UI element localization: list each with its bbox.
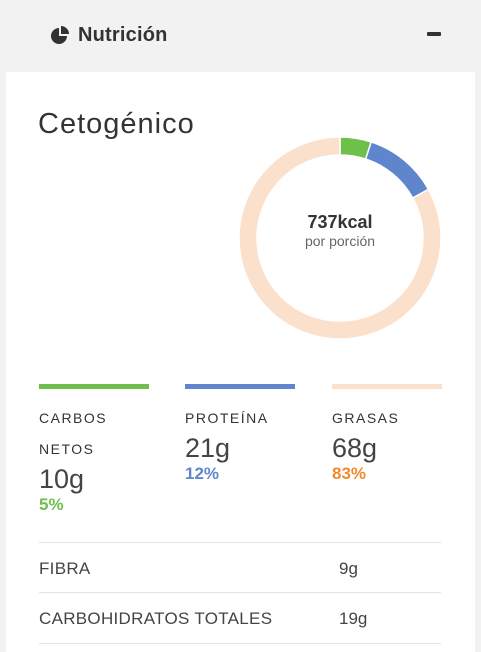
panel-title: Nutrición: [78, 24, 168, 46]
fiber-value: 9g: [339, 559, 358, 578]
minus-icon: [427, 32, 441, 36]
fats-value: 68g: [332, 433, 378, 463]
fats-percent: 83%: [332, 464, 367, 483]
collapse-button[interactable]: [424, 30, 444, 42]
net-carbs-bar: [39, 384, 149, 389]
net-carbs-label-line2: NETOS: [39, 441, 95, 457]
protein-slice: [364, 140, 430, 200]
macro-protein: PROTEÍNA 21g 12%: [185, 384, 295, 486]
calories-value: 737kcal: [307, 212, 373, 232]
pie-chart-icon: [51, 26, 69, 44]
protein-label: PROTEÍNA: [185, 410, 269, 426]
macro-donut-chart: [238, 136, 442, 340]
fiber-row: FIBRA 9g: [39, 542, 441, 593]
fats-bar: [332, 384, 442, 389]
protein-bar: [185, 384, 295, 389]
panel-header[interactable]: Nutrición: [0, 0, 481, 72]
net-carbs-value: 10g: [39, 464, 85, 494]
total-carbs-row: CARBOHIDRATOS TOTALES 19g: [39, 592, 441, 644]
protein-value: 21g: [185, 433, 231, 463]
fats-label: GRASAS: [332, 410, 400, 426]
macro-net-carbs: CARBOS NETOS 10g 5%: [39, 384, 149, 517]
net-carbs-label: CARBOS NETOS: [39, 403, 149, 465]
donut-center-label: 737kcal por porción: [238, 212, 442, 249]
total-carbs-label: CARBOHIDRATOS TOTALES: [39, 609, 273, 628]
macro-fats: GRASAS 68g 83%: [332, 384, 442, 486]
fiber-label: FIBRA: [39, 559, 91, 578]
total-carbs-value: 19g: [339, 609, 368, 628]
diet-title: Cetogénico: [38, 108, 195, 140]
net-carbs-percent: 5%: [39, 495, 64, 514]
nutrition-card: Cetogénico 737kcal por porción CARBOS NE…: [6, 72, 475, 652]
net-carbs-label-line1: CARBOS: [39, 410, 108, 426]
protein-percent: 12%: [185, 464, 220, 483]
fats-slice: [238, 136, 442, 340]
per-serving-label: por porción: [304, 233, 376, 249]
